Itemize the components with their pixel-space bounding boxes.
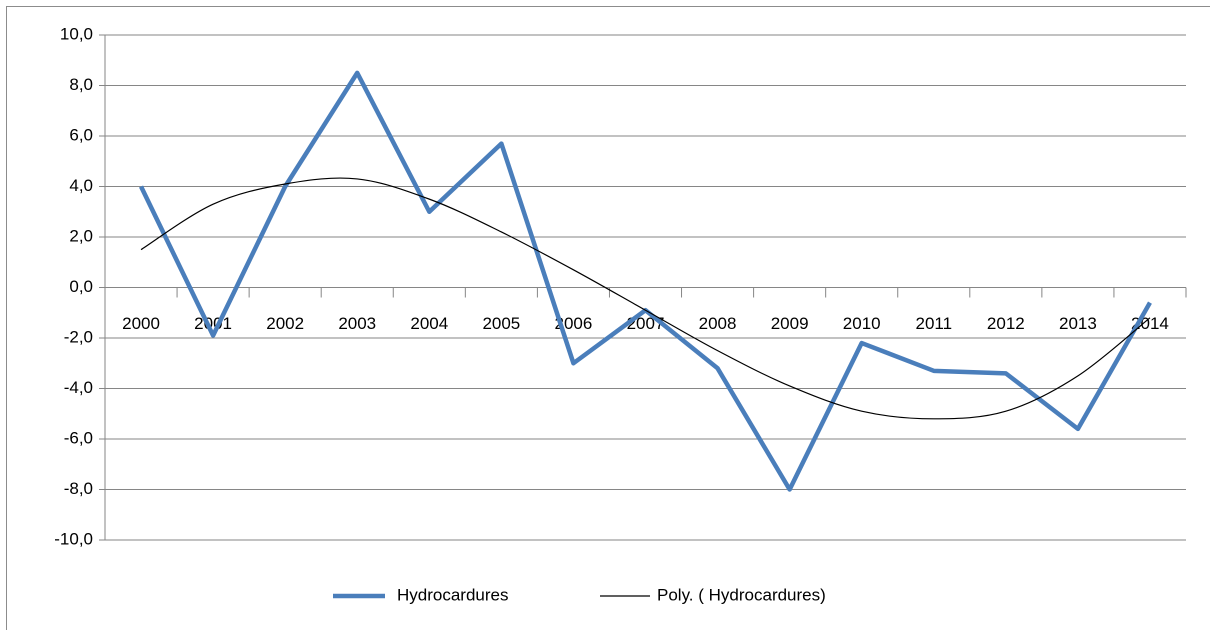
x-tick-label: 2009 bbox=[771, 314, 809, 333]
x-tick-label: 2011 bbox=[915, 314, 952, 333]
x-tick-label: 2004 bbox=[410, 314, 448, 333]
x-tick-label: 2010 bbox=[843, 314, 881, 333]
y-tick-label: 0,0 bbox=[69, 277, 93, 296]
y-tick-label: 6,0 bbox=[69, 125, 93, 144]
y-tick-label: -6,0 bbox=[64, 428, 93, 447]
y-tick-label: 8,0 bbox=[69, 75, 93, 94]
y-tick-label: 10,0 bbox=[60, 24, 93, 43]
chart-frame bbox=[7, 7, 1210, 631]
y-tick-label: 2,0 bbox=[69, 226, 93, 245]
y-tick-label: -8,0 bbox=[64, 479, 93, 498]
legend-label: Poly. ( Hydrocardures) bbox=[657, 585, 826, 604]
x-tick-label: 2005 bbox=[482, 314, 520, 333]
x-tick-label: 2002 bbox=[266, 314, 304, 333]
y-tick-label: -2,0 bbox=[64, 327, 93, 346]
x-tick-label: 2003 bbox=[338, 314, 376, 333]
x-tick-label: 2012 bbox=[987, 314, 1025, 333]
y-tick-label: 4,0 bbox=[69, 176, 93, 195]
x-tick-label: 2013 bbox=[1059, 314, 1097, 333]
x-tick-label: 2008 bbox=[699, 314, 737, 333]
y-tick-label: -10,0 bbox=[54, 529, 93, 548]
x-tick-label: 2001 bbox=[194, 314, 232, 333]
y-tick-label: -4,0 bbox=[64, 378, 93, 397]
legend-label: Hydrocardures bbox=[397, 585, 509, 604]
x-tick-label: 2000 bbox=[122, 314, 160, 333]
